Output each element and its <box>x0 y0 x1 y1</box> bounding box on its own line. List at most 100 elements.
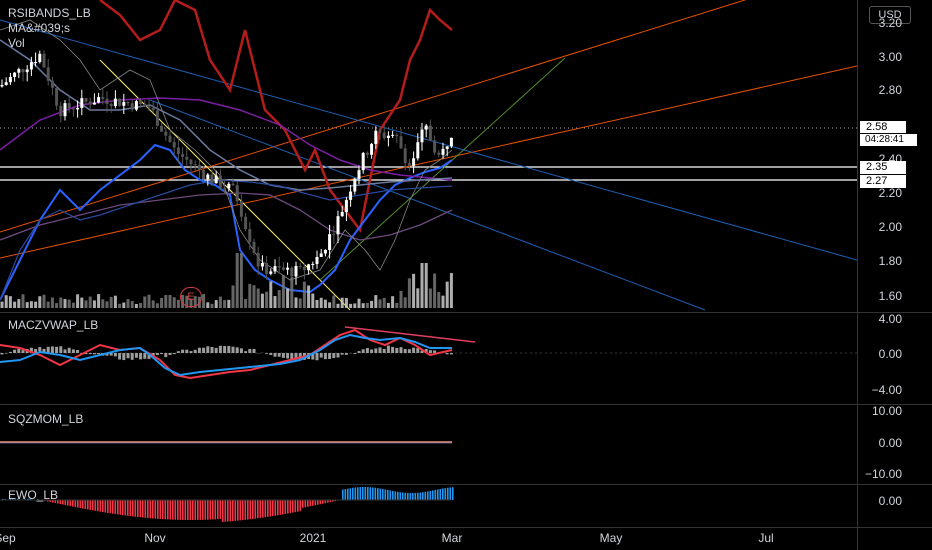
candle-body <box>269 271 273 274</box>
volume-bar <box>172 297 176 308</box>
ewo-bar <box>317 500 319 505</box>
candle-body <box>29 62 33 70</box>
price-tick: 1.60 <box>878 289 902 303</box>
volume-bar <box>189 298 193 308</box>
macd-histogram-bar <box>210 346 214 353</box>
volume-bar <box>428 288 432 308</box>
sqz-tick: 10.00 <box>871 404 902 418</box>
candle-body <box>17 69 21 73</box>
ewo-bar <box>392 490 394 500</box>
mas-label[interactable]: MA&#039;s <box>8 21 71 35</box>
candle-body <box>227 183 231 189</box>
time-tick: Jul <box>758 531 774 545</box>
macd-tick: 0.00 <box>878 347 902 361</box>
ewo-bar <box>209 500 212 520</box>
macd-histogram-bar <box>206 346 210 353</box>
macd-histogram-bar <box>265 353 269 354</box>
candle-body <box>181 154 185 157</box>
macd-histogram-bar <box>97 353 101 355</box>
candle-body <box>71 108 75 110</box>
vol-label[interactable]: Vol <box>8 36 25 50</box>
ewo-bar <box>207 500 209 520</box>
macd-histogram-bar <box>433 350 437 353</box>
volume-bar <box>445 281 449 308</box>
ewo-label[interactable]: EWO_LB <box>8 488 59 502</box>
candle-body <box>361 152 365 171</box>
trendline-orange-2 <box>0 65 858 259</box>
trend-lines[interactable] <box>0 0 858 311</box>
macd-histogram-bar <box>168 353 172 355</box>
ewo-bar <box>429 490 432 500</box>
ewo-bar <box>49 500 52 502</box>
candle-body <box>399 136 403 149</box>
macd-histogram-bar <box>218 345 222 353</box>
candle-body <box>126 101 130 104</box>
ewo-bar <box>187 500 189 520</box>
ewo-bar <box>179 500 182 520</box>
ewo-bar <box>409 492 412 500</box>
volume-bar <box>151 300 155 308</box>
candle-body <box>8 76 12 83</box>
volume-bar <box>378 299 382 308</box>
ewo-bar <box>82 500 84 509</box>
volume-bar <box>13 301 17 308</box>
volume-bar <box>206 302 210 308</box>
candle-body <box>265 263 269 274</box>
candle-body <box>55 87 59 106</box>
volume-bar <box>395 302 399 308</box>
maczvwap-label[interactable]: MACZVWAP_LB <box>8 318 99 332</box>
macd-histogram-bar <box>361 349 365 353</box>
candle-body <box>147 106 151 108</box>
candle-body <box>67 103 71 109</box>
candle-body <box>416 142 420 159</box>
macd-histogram-bar <box>29 347 33 353</box>
candle-body <box>134 101 138 110</box>
candle-body <box>391 134 395 136</box>
ewo-bar <box>64 500 67 506</box>
candle-body <box>113 98 117 107</box>
volume-bar <box>97 294 101 308</box>
volume-bar <box>281 275 285 308</box>
macd-histogram-bar <box>407 349 411 353</box>
volume-bar <box>265 291 269 308</box>
macd-histogram-bar <box>139 353 143 360</box>
candle-body <box>449 137 453 147</box>
candle-body <box>315 257 319 264</box>
ewo-bar <box>387 489 389 500</box>
ewo-bar <box>369 487 372 500</box>
candle-body <box>382 132 386 139</box>
volume-bar <box>210 303 214 308</box>
macd-histogram-bar <box>378 347 382 353</box>
volume-bar <box>55 303 59 308</box>
volume-bar <box>332 295 336 308</box>
ewo-bar <box>212 500 214 520</box>
volume-bar <box>17 299 21 308</box>
candle-body <box>176 147 180 155</box>
ewo-bar <box>124 500 127 516</box>
candle-body <box>185 156 189 160</box>
currency-button[interactable]: USD <box>869 6 911 24</box>
volume-bar <box>29 301 33 308</box>
time-tick: Nov <box>144 531 166 545</box>
volume-bar <box>0 301 4 308</box>
ewo-bar <box>347 488 349 500</box>
ewo-bar <box>334 500 337 502</box>
ewo-bar <box>62 500 64 505</box>
macd-histogram-bar <box>134 353 138 358</box>
macd-histogram-bar <box>252 348 256 353</box>
ewo-bar <box>109 500 112 514</box>
ewo-bar <box>284 500 287 514</box>
volume-bar <box>260 293 264 308</box>
volume-bar <box>176 299 180 308</box>
ewo-bar <box>217 500 219 520</box>
rsibands-label[interactable]: RSIBANDS_LB <box>8 6 91 20</box>
ewo-bar <box>144 500 147 518</box>
candle-body <box>302 266 306 271</box>
candle-body <box>433 140 437 153</box>
ewo-bar <box>197 500 199 520</box>
macd-histogram-bar <box>34 348 38 353</box>
candle-body <box>260 263 264 267</box>
earnings-marker[interactable]: E <box>180 287 202 307</box>
sqzmom-label[interactable]: SQZMOM_LB <box>8 412 84 426</box>
volume-bar <box>349 303 353 308</box>
